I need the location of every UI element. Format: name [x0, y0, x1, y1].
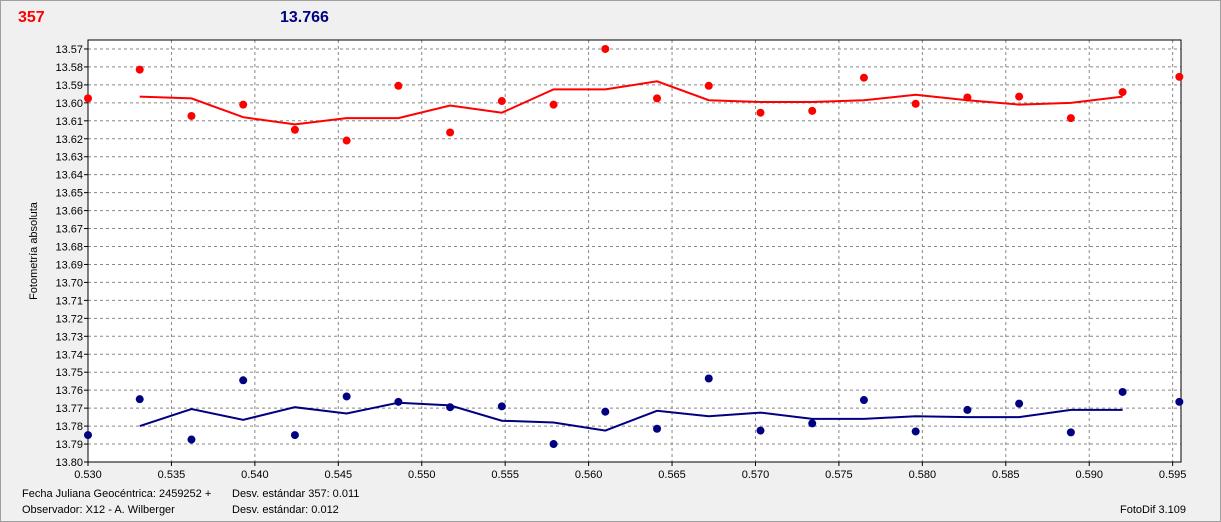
data-point-series-0	[497, 97, 506, 106]
data-point-series-0	[1015, 92, 1024, 101]
data-point-series-0	[394, 81, 403, 90]
data-point-series-0	[601, 44, 610, 53]
x-tick-label: 0.595	[1159, 469, 1187, 481]
y-tick-label: 13.76	[55, 385, 83, 397]
x-tick-label: 0.550	[408, 469, 436, 481]
y-tick-label: 13.62	[55, 134, 83, 146]
fit-line-series-1	[139, 401, 1123, 432]
data-point-series-1	[911, 427, 920, 436]
header-right-value: 13.766	[280, 9, 329, 26]
data-point-series-0	[239, 100, 248, 109]
x-tick-label: 0.540	[241, 469, 269, 481]
y-tick-label: 13.77	[55, 403, 83, 415]
y-tick-label: 13.69	[55, 259, 83, 271]
y-tick-label: 13.61	[55, 116, 83, 128]
data-point-series-1	[239, 376, 248, 385]
x-tick-label: 0.545	[325, 469, 353, 481]
data-point-series-1	[756, 426, 765, 435]
data-point-series-0	[963, 93, 972, 102]
data-point-series-1	[394, 397, 403, 406]
data-point-series-1	[601, 407, 610, 416]
y-tick-label: 13.73	[55, 331, 83, 343]
x-tick-label: 0.530	[74, 469, 102, 481]
data-point-series-0	[342, 136, 351, 145]
x-tick-label: 0.580	[909, 469, 937, 481]
y-tick-label: 13.79	[55, 439, 83, 451]
data-point-series-0	[808, 106, 817, 115]
data-point-series-0	[1066, 114, 1075, 123]
fit-line-series-0	[139, 80, 1123, 126]
data-point-series-1	[1066, 428, 1075, 437]
y-tick-label: 13.64	[55, 170, 83, 182]
x-tick-label: 0.590	[1075, 469, 1103, 481]
x-tick-label: 0.535	[158, 469, 186, 481]
data-point-series-1	[187, 435, 196, 444]
x-tick-label: 0.585	[992, 469, 1020, 481]
data-point-series-0	[1118, 88, 1127, 97]
footer-julian-date: Fecha Juliana Geocéntrica: 2459252 +	[22, 488, 212, 500]
data-point-series-1	[290, 431, 299, 440]
footer-software: FotoDif 3.109	[1120, 504, 1187, 516]
footer-observer: Observador: X12 - A. Wilberger	[22, 504, 175, 516]
data-point-series-1	[446, 403, 455, 412]
y-tick-label: 13.72	[55, 313, 83, 325]
y-tick-label: 13.57	[55, 44, 83, 56]
data-point-series-1	[704, 374, 713, 383]
data-point-series-1	[963, 405, 972, 414]
y-tick-label: 13.74	[55, 349, 83, 361]
data-point-series-1	[497, 402, 506, 411]
data-point-series-0	[911, 99, 920, 108]
x-tick-label: 0.565	[658, 469, 686, 481]
data-point-series-0	[756, 108, 765, 117]
x-tick-label: 0.555	[491, 469, 519, 481]
data-point-series-0	[135, 65, 144, 74]
y-tick-label: 13.75	[55, 367, 83, 379]
data-point-series-0	[290, 125, 299, 134]
data-point-series-1	[135, 395, 144, 404]
data-point-series-1	[84, 431, 92, 440]
data-point-series-1	[1015, 399, 1024, 408]
x-tick-label: 0.575	[825, 469, 853, 481]
data-point-series-0	[549, 100, 558, 109]
plot-border	[87, 39, 1182, 463]
data-point-series-1	[549, 440, 558, 449]
data-point-series-0	[446, 128, 455, 137]
data-point-series-0	[1175, 72, 1184, 81]
y-tick-label: 13.60	[55, 98, 83, 110]
footer-std-other: Desv. estándar: 0.012	[232, 504, 339, 516]
y-tick-label: 13.68	[55, 242, 83, 254]
y-tick-label: 13.65	[55, 188, 83, 200]
data-point-series-1	[1175, 397, 1184, 406]
y-tick-label: 13.67	[55, 224, 83, 236]
footer-std-357: Desv. estándar 357: 0.011	[232, 488, 360, 500]
data-point-series-1	[653, 424, 662, 433]
y-tick-label: 13.70	[55, 277, 83, 289]
x-tick-label: 0.560	[575, 469, 603, 481]
y-tick-label: 13.59	[55, 80, 83, 92]
y-tick-label: 13.63	[55, 152, 83, 164]
y-tick-label: 13.80	[55, 457, 83, 469]
x-tick-label: 0.570	[742, 469, 770, 481]
data-point-series-0	[704, 81, 713, 90]
data-point-series-1	[859, 396, 868, 405]
data-point-series-1	[808, 419, 817, 428]
data-point-series-0	[653, 94, 662, 103]
plot-area	[88, 40, 1181, 462]
y-tick-label: 13.78	[55, 421, 83, 433]
y-tick-label: 13.66	[55, 206, 83, 218]
y-tick-label: 13.71	[55, 295, 83, 307]
data-point-series-1	[1118, 387, 1127, 396]
data-point-series-0	[84, 94, 92, 103]
data-point-series-1	[342, 392, 351, 401]
y-tick-label: 13.58	[55, 62, 83, 74]
data-point-series-0	[859, 73, 868, 82]
header-left-value: 357	[18, 9, 45, 26]
y-axis-label: Fotometría absoluta	[28, 201, 40, 300]
data-point-series-0	[187, 111, 196, 120]
